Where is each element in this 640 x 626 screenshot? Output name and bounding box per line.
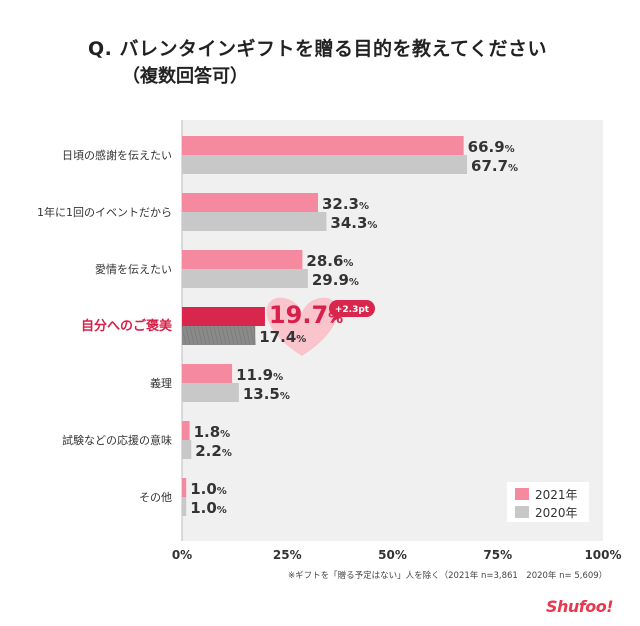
bar-2021 bbox=[182, 364, 233, 383]
value-label: 28.6% bbox=[306, 252, 353, 270]
badge-label: +2.3pt bbox=[335, 305, 370, 315]
category-label: その他 bbox=[139, 491, 172, 504]
bar-2021 bbox=[182, 193, 318, 212]
bar-hatch bbox=[221, 325, 227, 346]
bar-hatch bbox=[253, 325, 256, 346]
bar-hatch bbox=[181, 325, 187, 346]
x-tick-label: 25% bbox=[273, 548, 302, 562]
bar-2020 bbox=[182, 269, 308, 288]
value-label: 11.9% bbox=[236, 366, 283, 384]
bar-hatch bbox=[237, 325, 243, 346]
bar-2021 bbox=[182, 478, 187, 497]
heart-decoration bbox=[266, 297, 338, 356]
bar-hatch bbox=[189, 325, 195, 346]
value-label: 67.7% bbox=[471, 157, 518, 175]
bar-2021 bbox=[182, 421, 190, 440]
bar-hatch bbox=[225, 325, 231, 346]
chart-subtitle: （複数回答可） bbox=[122, 66, 248, 87]
value-label: 1.0% bbox=[190, 499, 227, 517]
bar-hatch bbox=[197, 325, 203, 346]
bar-2020 bbox=[182, 212, 327, 231]
bar-2021 bbox=[182, 307, 265, 326]
badge-pointer bbox=[330, 315, 343, 323]
bar-hatch bbox=[193, 325, 199, 346]
bars bbox=[181, 136, 468, 516]
bar-2020 bbox=[182, 155, 468, 174]
x-tick-label: 75% bbox=[483, 548, 512, 562]
legend-label: 2021年 bbox=[535, 488, 578, 502]
bar-2021 bbox=[182, 136, 464, 155]
bar-hatch bbox=[229, 325, 235, 346]
category-label: 義理 bbox=[150, 376, 172, 390]
bar-2021 bbox=[182, 250, 303, 269]
value-labels: 66.9%67.7%32.3%34.3%28.6%29.9%19.7%17.4%… bbox=[190, 138, 518, 517]
bar-hatch bbox=[245, 325, 251, 346]
bar-2020 bbox=[182, 440, 192, 459]
bar-hatch bbox=[213, 325, 219, 346]
bar-hatch bbox=[185, 325, 191, 346]
bar-2020 bbox=[182, 497, 187, 516]
value-label: 2.2% bbox=[195, 442, 232, 460]
bar-hatch bbox=[249, 325, 255, 346]
bar-hatch bbox=[209, 325, 215, 346]
difference-badge: +2.3pt bbox=[329, 300, 375, 323]
category-label: 日頃の感謝を伝えたい bbox=[62, 148, 172, 162]
bar-hatch bbox=[233, 325, 239, 346]
x-tick-label: 50% bbox=[378, 548, 407, 562]
bar-hatch bbox=[217, 325, 223, 346]
bar-2020 bbox=[182, 383, 239, 402]
legend-swatch bbox=[515, 506, 529, 518]
x-axis-ticks: 0% 25% 50% 75% 100% bbox=[172, 548, 622, 562]
value-label: 32.3% bbox=[322, 195, 369, 213]
badge-background bbox=[329, 300, 375, 317]
category-label: 自分へのご褒美 bbox=[81, 318, 173, 334]
x-tick-label: 100% bbox=[584, 548, 621, 562]
x-tick-label: 0% bbox=[172, 548, 192, 562]
category-label: 1年に1回のイベントだから bbox=[37, 205, 172, 219]
legend-label: 2020年 bbox=[535, 506, 578, 520]
bar-hatch bbox=[241, 325, 247, 346]
footnote: ※ギフトを「贈る予定はない」人を除く（2021年 n=3,861 2020年 n… bbox=[288, 571, 608, 581]
value-label: 29.9% bbox=[312, 271, 359, 289]
category-label: 愛情を伝えたい bbox=[95, 263, 172, 276]
value-label: 17.4% bbox=[259, 328, 306, 346]
value-label: 13.5% bbox=[243, 385, 290, 403]
category-label: 試験などの応援の意味 bbox=[62, 433, 172, 447]
shufoo-logo[interactable]: Shufoo! bbox=[546, 597, 614, 616]
category-labels: 日頃の感謝を伝えたい 1年に1回のイベントだから愛情を伝えたい自分へのご褒美義理試… bbox=[37, 148, 173, 504]
value-label: 1.0% bbox=[190, 480, 227, 498]
value-label: 1.8% bbox=[194, 423, 231, 441]
bar-hatch bbox=[201, 325, 207, 346]
chart-title: Q. バレンタインギフトを贈る目的を教えてください bbox=[88, 38, 547, 60]
legend: 2021年 2020年 bbox=[507, 482, 589, 522]
value-label: 66.9% bbox=[468, 138, 515, 156]
legend-swatch bbox=[515, 488, 529, 500]
value-label: 34.3% bbox=[330, 214, 377, 232]
bar-hatch bbox=[205, 325, 211, 346]
